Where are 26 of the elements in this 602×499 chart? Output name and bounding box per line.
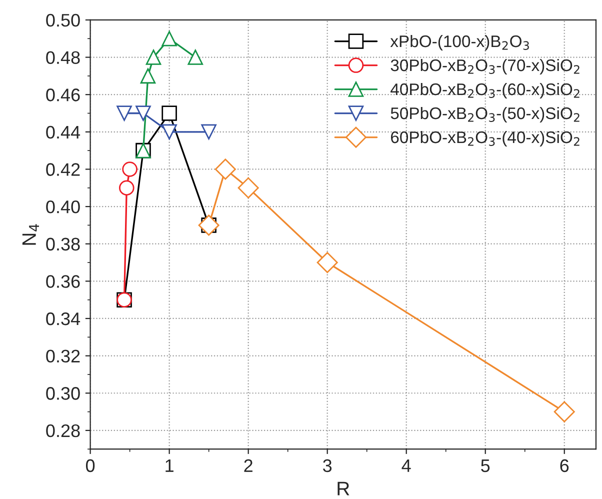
x-tick-label: 6 bbox=[560, 459, 569, 472]
y-tick-label: 0.32 bbox=[46, 350, 80, 363]
x-axis-title: R bbox=[338, 482, 350, 496]
y-tick-label: 0.42 bbox=[46, 163, 80, 176]
x-tick-label: 5 bbox=[481, 459, 490, 472]
y-tick-label: 0.50 bbox=[46, 14, 80, 27]
legend-label: 50PbO-xB$_{2}$O$_{3}$-(50-x)SiO$_{2}$ bbox=[390, 106, 580, 122]
x-tick-label: 2 bbox=[244, 459, 252, 472]
y-tick-label: 0.28 bbox=[46, 424, 80, 438]
y-tick-label: 0.44 bbox=[46, 126, 80, 139]
x-tick-label: 1 bbox=[166, 459, 174, 472]
legend-label: 40PbO-xB$_{2}$O$_{3}$-(60-x)SiO$_{2}$ bbox=[390, 82, 580, 98]
y-tick-label: 0.30 bbox=[46, 387, 80, 400]
legend-label: 60PbO-xB$_{2}$O$_{3}$-(40-x)SiO$_{2}$ bbox=[390, 130, 580, 146]
legend-label: 30PbO-xB$_{2}$O$_{3}$-(70-x)SiO$_{2}$ bbox=[390, 58, 580, 74]
y-tick-label: 0.46 bbox=[46, 88, 80, 102]
y-tick-label: 0.40 bbox=[46, 200, 80, 214]
y-tick-label: 0.34 bbox=[46, 312, 80, 326]
y-tick-label: 0.48 bbox=[46, 51, 80, 64]
y-tick-label: 0.36 bbox=[46, 275, 80, 288]
y-axis-title: N$_{4}$ bbox=[22, 224, 39, 245]
y-tick-label: 0.38 bbox=[46, 238, 80, 251]
x-tick-label: 4 bbox=[402, 459, 411, 472]
x-tick-label: 3 bbox=[323, 459, 332, 472]
legend-label: xPbO-(100-x)B$_{2}$O$_{3}$ bbox=[390, 34, 529, 50]
x-tick-label: 0 bbox=[86, 459, 95, 472]
